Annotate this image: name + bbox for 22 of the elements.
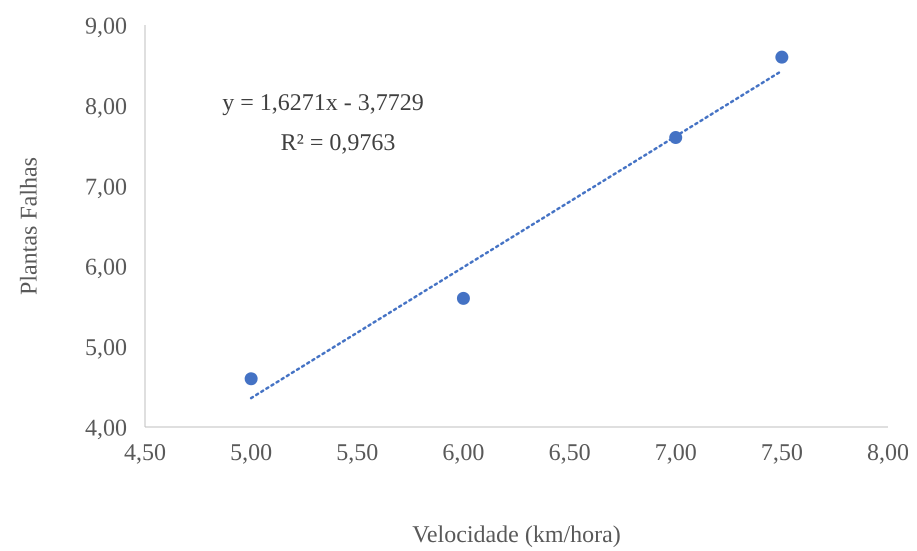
y-axis-title: Plantas Falhas bbox=[16, 157, 43, 295]
y-tick-label: 7,00 bbox=[85, 174, 127, 200]
point bbox=[456, 292, 470, 305]
point bbox=[244, 372, 258, 386]
y-tick-label: 9,00 bbox=[85, 14, 127, 40]
y-tick-label: 8,00 bbox=[85, 94, 127, 120]
x-tick-label: 6,00 bbox=[442, 440, 484, 466]
annotation: y = 1,6271x - 3,7729 bbox=[221, 90, 425, 117]
x-tick-label: 4,50 bbox=[124, 440, 166, 466]
x-tick-label: 5,50 bbox=[336, 440, 378, 466]
x-tick-label: 5,00 bbox=[230, 440, 272, 466]
x-tick-label: 7,50 bbox=[760, 440, 803, 466]
point bbox=[669, 131, 682, 144]
x-tick-label: 6,50 bbox=[548, 440, 591, 466]
point bbox=[775, 50, 788, 64]
x-tick-label: 7,00 bbox=[654, 440, 697, 466]
x-tick-label: 8,00 bbox=[867, 440, 909, 466]
y-tick-label: 4,00 bbox=[85, 416, 127, 442]
y-tick-label: 5,00 bbox=[85, 335, 127, 362]
x-axis-title: Velocidade (km/hora) bbox=[412, 522, 621, 548]
annotation: R² = 0,9763 bbox=[280, 130, 396, 157]
y-tick-label: 6,00 bbox=[85, 254, 127, 281]
